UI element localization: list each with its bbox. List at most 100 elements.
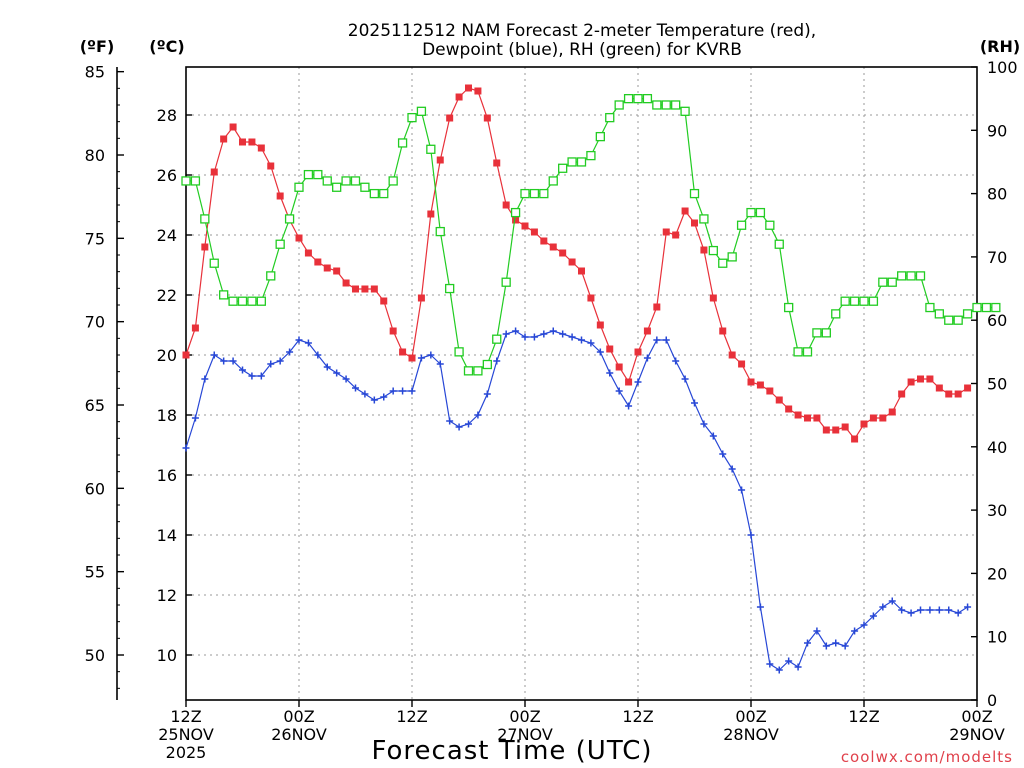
dewpoint-data-point [267, 360, 275, 368]
rh-data-point [576, 157, 587, 167]
dewpoint-data-point [785, 657, 793, 665]
temperature-data-point [201, 243, 209, 251]
temperature-data-point [681, 207, 689, 215]
celsius-tick-label: 22 [157, 286, 177, 305]
rh-data-point [840, 296, 850, 306]
dewpoint-data-point [521, 333, 529, 341]
temperature-data-point [568, 258, 576, 266]
temperature-data-point [596, 321, 604, 329]
temperature-data-point [483, 114, 491, 122]
dewpoint-data-point [775, 666, 783, 674]
temperature-data-point [304, 249, 312, 257]
dewpoint-data-point [625, 402, 633, 410]
temperature-data-point [399, 348, 407, 356]
axes: 1012141618202224262812Z25NOV202500Z26NOV… [85, 58, 1018, 762]
dewpoint-data-point [239, 366, 246, 374]
dewpoint-data-point [935, 606, 943, 614]
dewpoint-data-point [615, 387, 623, 395]
celsius-unit-label: (ºC) [149, 37, 184, 56]
temperature-data-point [559, 249, 567, 257]
x-tick-label-date: 25NOV [158, 725, 214, 744]
rh-tick-label: 20 [987, 564, 1007, 583]
temperature-data-point [191, 324, 199, 332]
celsius-tick-label: 18 [157, 406, 177, 425]
dewpoint-data-point [512, 327, 520, 335]
rh-data-point [190, 176, 201, 186]
dewpoint-data-point [559, 330, 567, 338]
temperature-data-point [804, 414, 811, 422]
chart-title-line1: 2025112512 NAM Forecast 2-meter Temperat… [348, 21, 816, 41]
rh-data-point [586, 150, 596, 161]
temperature-data-point [380, 297, 388, 305]
dewpoint-data-point [879, 603, 887, 611]
rh-data-point [397, 138, 408, 148]
temperature-data-point [436, 156, 444, 164]
rh-data-point [416, 106, 427, 116]
temperature-data-point [512, 216, 520, 224]
dewpoint-data-point [314, 351, 322, 359]
rh-data-point [915, 271, 926, 281]
dewpoint-data-point [323, 363, 331, 371]
temperature-data-point [502, 201, 510, 209]
rh-data-point [454, 347, 464, 357]
dewpoint-data-point [596, 348, 604, 356]
celsius-tick-label: 26 [157, 166, 177, 185]
x-tick-label-year: 2025 [166, 743, 207, 762]
temperature-data-point [643, 327, 651, 335]
rh-data-point [341, 176, 351, 186]
rh-data-point [755, 207, 766, 218]
fahrenheit-tick-label: 55 [85, 563, 105, 582]
rh-data-point [501, 277, 511, 287]
dewpoint-data-point [954, 609, 962, 617]
rh-data-point [322, 176, 332, 186]
dewpoint-data-point [822, 642, 830, 650]
rh-data-point [661, 100, 671, 110]
temperature-data-point [248, 138, 256, 146]
temperature-data-point [898, 390, 906, 398]
rh-data-point [548, 176, 558, 186]
x-axis-label: Forecast Time (UTC) [371, 736, 652, 766]
temperature-data-point [210, 168, 218, 176]
dewpoint-data-point [549, 327, 557, 335]
temperature-data-point [182, 351, 190, 359]
temperature-data-point [785, 405, 793, 413]
temperature-data-point [606, 345, 614, 353]
temperature-data-point [775, 396, 783, 404]
temperature-data-point [747, 378, 755, 386]
celsius-tick-label: 24 [157, 226, 177, 245]
temperature-data-point [728, 351, 736, 359]
rh-data-point [962, 309, 973, 319]
rh-data-point [407, 112, 417, 123]
rh-data-point [652, 100, 662, 110]
temperature-data-point [888, 408, 896, 416]
temperature-data-point [427, 210, 435, 218]
rh-data-point [708, 245, 718, 256]
temperature-data-point [832, 426, 840, 434]
rh-data-point [237, 296, 248, 306]
rh-data-point [746, 207, 756, 218]
rh-data-point [991, 302, 1001, 313]
rh-data-point [642, 94, 653, 104]
temperature-data-point [625, 378, 633, 386]
celsius-tick-label: 28 [157, 106, 177, 125]
fahrenheit-unit-label: (ºF) [80, 37, 115, 56]
dewpoint-data-point [220, 357, 228, 365]
dewpoint-data-point [201, 375, 209, 383]
temperature-data-point [653, 303, 661, 311]
rh-data-point [934, 309, 944, 319]
rh-data-point [925, 302, 935, 313]
temperature-data-point [540, 237, 548, 245]
rh-data-point [605, 112, 615, 123]
x-tick-label-time: 00Z [283, 707, 314, 726]
rh-data-point [463, 366, 474, 376]
temperature-data-point [691, 219, 698, 227]
dewpoint-data-point [427, 351, 435, 359]
x-tick-label-time: 12Z [622, 707, 653, 726]
rh-data-point [802, 347, 813, 357]
rh-data-point [944, 315, 954, 325]
dewpoint-data-point [681, 375, 689, 383]
rh-data-point [812, 328, 822, 338]
dewpoint-series-line [185, 330, 968, 671]
rh-data-point [774, 239, 784, 249]
rh-data-point [614, 100, 624, 110]
